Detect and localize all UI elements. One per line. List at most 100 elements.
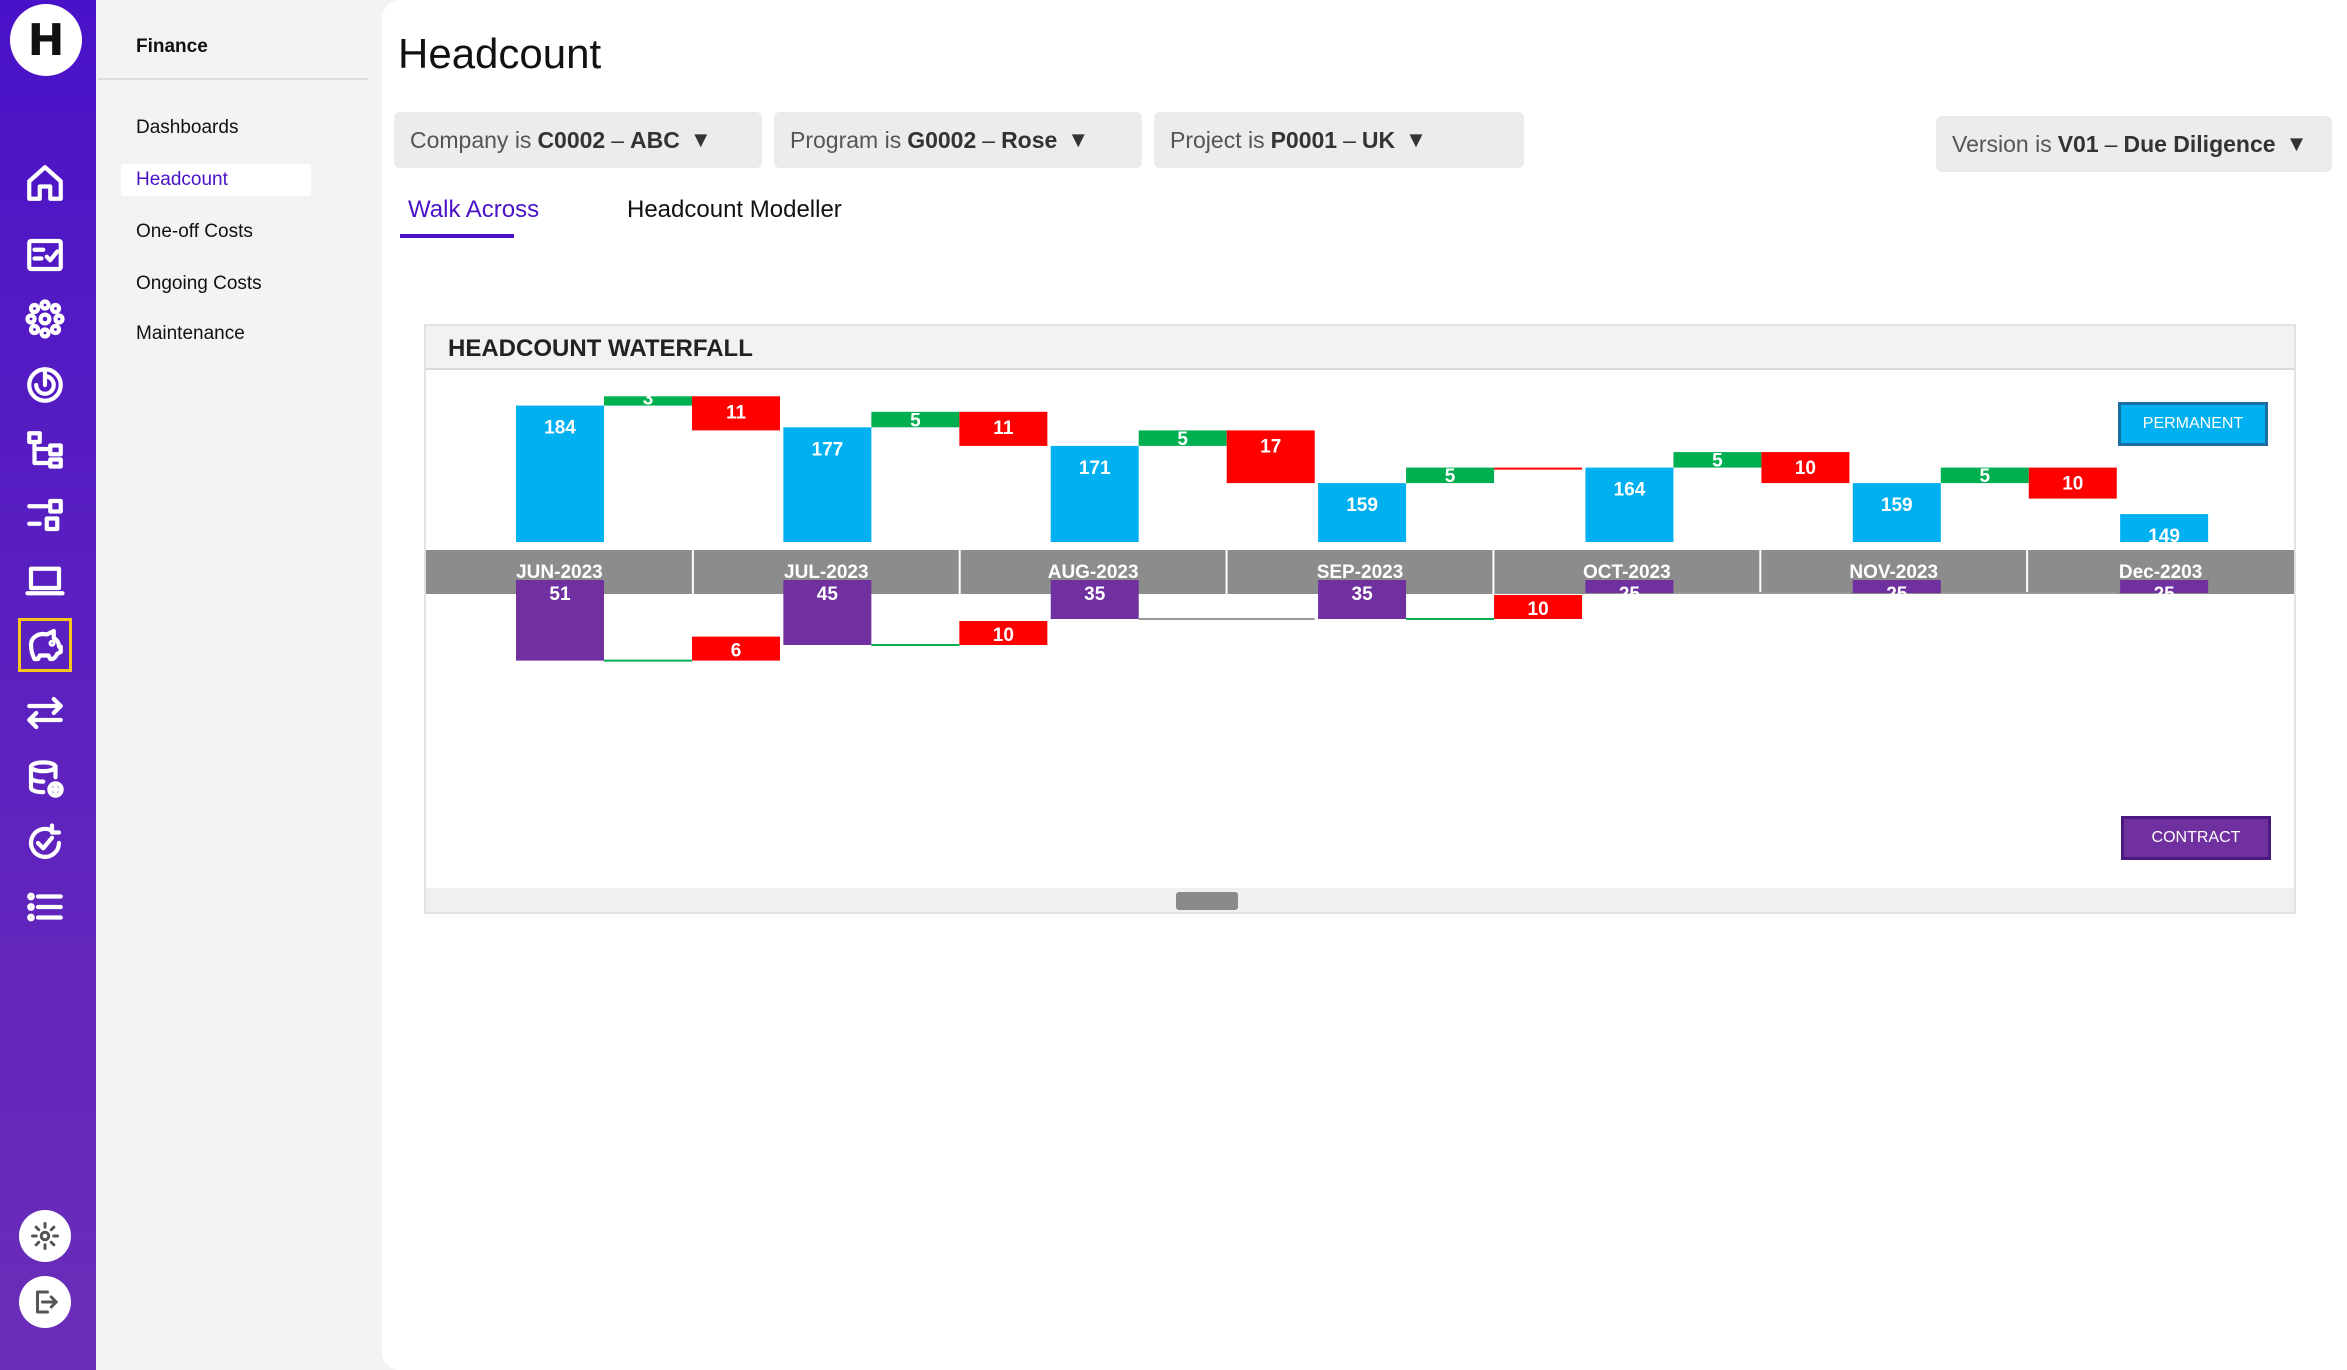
submenu-item-dashboards[interactable]: Dashboards	[136, 117, 239, 138]
checklist-icon[interactable]	[18, 228, 72, 282]
laptop-icon[interactable]	[18, 554, 72, 608]
headcount-waterfall-card: HEADCOUNT WATERFALL JUN-2023 JUL-2023 AUG-…	[424, 324, 2296, 914]
filter-name: Rose	[1001, 126, 1058, 153]
permanent-increase-label: 5	[1712, 451, 1723, 472]
permanent-total-bar	[1852, 483, 1941, 542]
caret-down-icon: ▼	[2285, 131, 2308, 156]
submenu-item-headcount[interactable]: Headcount	[121, 164, 311, 196]
category-tick-label: NOV-2023	[1849, 562, 1938, 583]
transfer-icon[interactable]	[18, 686, 72, 740]
version-filter[interactable]: Version is V01 – Due Diligence ▼	[1936, 116, 2332, 172]
permanent-decrease-bar	[959, 411, 1048, 446]
filter-name: UK	[1361, 126, 1396, 153]
permanent-decrease-label: 17	[1260, 436, 1281, 457]
permanent-total-label: 177	[812, 439, 844, 460]
caret-down-icon: ▼	[1405, 127, 1427, 152]
permanent-increase-label: 5	[1445, 466, 1456, 487]
tab-headcount-modeller[interactable]: Headcount Modeller	[627, 196, 842, 223]
piggy-bank-icon[interactable]	[18, 618, 72, 672]
permanent-total-bar	[2120, 514, 2209, 542]
permanent-increase-bar	[1138, 430, 1227, 446]
contract-total-bar	[1050, 580, 1139, 619]
permanent-decrease-label: 10	[1795, 458, 1816, 479]
caret-down-icon: ▼	[689, 127, 712, 152]
submenu-item-one-off-costs[interactable]: One-off Costs	[136, 221, 253, 242]
list-icon[interactable]	[18, 880, 72, 934]
contract-total-bar	[1852, 580, 1941, 593]
category-tick-label: Dec-2203	[2119, 562, 2202, 583]
page-title: Headcount	[398, 30, 602, 77]
permanent-decrease-label: 10	[2062, 474, 2083, 495]
permanent-decrease-bar	[1761, 452, 1850, 484]
chart-title: HEADCOUNT WATERFALL	[448, 335, 753, 362]
contract-total-bar	[1585, 580, 1674, 593]
contract-total-label: 45	[817, 584, 839, 605]
permanent-total-label: 171	[1079, 458, 1111, 479]
category-tick-label: JUN-2023	[516, 562, 603, 583]
filter-code: G0002	[907, 126, 977, 153]
refresh-check-icon[interactable]	[18, 816, 72, 870]
contract-total-bar	[1318, 580, 1407, 619]
filter-code: C0002	[537, 126, 606, 153]
project-filter[interactable]: Project is P0001 – UK ▼	[1154, 112, 1524, 168]
permanent-total-label: 184	[544, 418, 576, 439]
company-filter[interactable]: Company is C0002 – ABC ▼	[394, 112, 762, 168]
program-filter[interactable]: Program is G0002 – Rose ▼	[774, 112, 1142, 168]
legend-contract[interactable]: CONTRACT	[2121, 816, 2271, 860]
permanent-increase-label: 5	[1979, 466, 1990, 487]
filter-name: ABC	[630, 126, 680, 153]
logo-letter: H	[27, 14, 65, 66]
contract-decrease-label: 10	[993, 625, 1014, 646]
contract-decrease-bar	[959, 621, 1048, 645]
caret-down-icon: ▼	[1067, 127, 1090, 152]
contract-decrease-label: 10	[1528, 599, 1549, 620]
network-icon[interactable]	[18, 292, 72, 346]
submenu-item-ongoing-costs[interactable]: Ongoing Costs	[136, 273, 262, 294]
permanent-total-bar	[1050, 445, 1139, 542]
permanent-total-bar	[1318, 483, 1407, 542]
waterfall-chart: JUN-2023 JUL-2023 AUG-2023 SEP-2023 OCT-2023…	[426, 389, 2294, 662]
category-tick-label: OCT-2023	[1583, 562, 1671, 583]
gear-icon[interactable]	[19, 1210, 71, 1262]
home-icon[interactable]	[18, 156, 72, 210]
legend-permanent[interactable]: PERMANENT	[2118, 402, 2268, 446]
contract-decrease-label: 6	[731, 641, 742, 662]
permanent-increase-bar	[1940, 467, 2029, 484]
submenu-section-title: Finance	[136, 36, 208, 57]
filter-code: P0001	[1270, 126, 1338, 153]
app-logo[interactable]: H	[10, 4, 82, 76]
contract-decrease-bar	[692, 636, 780, 661]
scrollbar-thumb[interactable]	[1176, 892, 1238, 910]
logout-icon[interactable]	[19, 1276, 71, 1328]
contract-decrease-bar	[1494, 595, 1583, 619]
contract-total-label: 35	[1084, 584, 1106, 605]
filter-label: Project is	[1170, 126, 1265, 153]
permanent-total-bar	[783, 427, 872, 542]
contract-total-bar	[2120, 580, 2209, 593]
horizontal-scrollbar[interactable]	[426, 888, 2294, 912]
hierarchy-icon[interactable]	[18, 422, 72, 476]
database-add-icon[interactable]	[18, 752, 72, 806]
settings-sliders-icon[interactable]	[18, 488, 72, 542]
permanent-total-label: 159	[1346, 495, 1378, 516]
icon-rail: H	[0, 0, 96, 1370]
main-panel: Headcount Company is C0002 – ABC ▼ Progr…	[382, 0, 2347, 1370]
permanent-decrease-label: 11	[993, 418, 1014, 439]
contract-total-label: 51	[549, 584, 571, 605]
finance-submenu: Finance Dashboards Headcount One-off Cos…	[96, 0, 382, 1370]
permanent-decrease-bar	[2028, 467, 2117, 499]
submenu-divider	[98, 78, 368, 80]
filter-separator: –	[2104, 130, 2118, 157]
permanent-total-label: 149	[2148, 526, 2180, 547]
tab-walk-across[interactable]: Walk Across	[408, 196, 540, 223]
filter-code: V01	[2057, 130, 2099, 157]
permanent-increase-label: 3	[643, 389, 654, 410]
target-icon[interactable]	[18, 358, 72, 412]
filter-label: Program is	[790, 126, 902, 153]
active-tab-indicator	[400, 234, 514, 238]
permanent-increase-label: 5	[910, 410, 921, 431]
contract-total-label: 25	[1619, 584, 1641, 605]
submenu-item-maintenance[interactable]: Maintenance	[136, 323, 245, 344]
permanent-decrease-bar	[1226, 430, 1315, 484]
permanent-increase-bar	[1406, 467, 1495, 484]
